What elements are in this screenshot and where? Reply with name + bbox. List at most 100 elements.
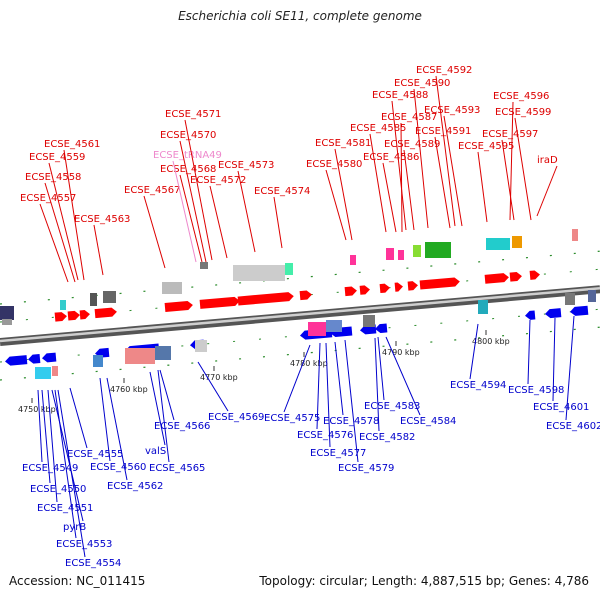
leader-line bbox=[197, 361, 229, 412]
gene-box bbox=[572, 229, 578, 241]
leader-line bbox=[334, 341, 344, 416]
gene-label: ECSE_4593 bbox=[424, 105, 480, 116]
kbp-label: 4770 kbp bbox=[200, 373, 238, 382]
gene-label: ECSE_tRNA49 bbox=[153, 150, 222, 161]
leader-line bbox=[237, 170, 256, 253]
gene-label: ECSE_4550 bbox=[30, 484, 86, 495]
leader-line bbox=[44, 182, 76, 283]
gene-label: ECSE_4551 bbox=[37, 503, 93, 514]
leader-line bbox=[413, 88, 429, 229]
gene-arrow bbox=[359, 285, 370, 295]
gene-label: ECSE_4590 bbox=[394, 78, 450, 89]
leader-line bbox=[565, 315, 575, 421]
leader-line bbox=[209, 185, 228, 259]
leader-line bbox=[149, 371, 166, 446]
gene-box bbox=[200, 262, 208, 269]
gene-arrow bbox=[419, 277, 460, 290]
leader-line bbox=[179, 174, 203, 263]
leader-line bbox=[93, 224, 104, 276]
gene-arrow bbox=[407, 281, 418, 291]
gene-box bbox=[35, 367, 51, 379]
leader-line bbox=[51, 389, 84, 522]
feature-layer bbox=[0, 229, 596, 379]
leader-line bbox=[316, 342, 321, 430]
gene-arrow bbox=[28, 354, 41, 364]
leader-line bbox=[273, 196, 283, 249]
leader-line bbox=[47, 389, 58, 503]
gene-label: ECSE_4572 bbox=[190, 175, 246, 186]
gene-box bbox=[0, 306, 14, 320]
gene-arrow bbox=[94, 307, 117, 319]
gene-box bbox=[512, 236, 522, 248]
kbp-label: 4760 kbp bbox=[110, 385, 148, 394]
leader-line bbox=[143, 195, 166, 269]
gene-arrow bbox=[570, 305, 589, 316]
gene-box bbox=[285, 263, 293, 275]
leader-line bbox=[344, 339, 359, 463]
gene-box bbox=[478, 300, 488, 314]
gene-label: ECSE_4555 bbox=[67, 449, 123, 460]
kbp-label: 4790 kbp bbox=[382, 348, 420, 357]
gene-label: ECSE_4561 bbox=[44, 139, 100, 150]
gene-box bbox=[398, 250, 404, 260]
gene-label: ECSE_4557 bbox=[20, 193, 76, 204]
gene-label: ECSE_4579 bbox=[338, 463, 394, 474]
gene-label: ECSE_4565 bbox=[149, 463, 205, 474]
leader-line bbox=[552, 317, 556, 402]
gene-label: ECSE_4580 bbox=[306, 159, 362, 170]
gene-label: valS bbox=[145, 446, 166, 457]
gene-box bbox=[2, 319, 12, 325]
gene-box bbox=[565, 293, 575, 305]
leader-line bbox=[69, 387, 88, 449]
accession-text: Accession: NC_011415 bbox=[9, 574, 146, 588]
gene-arrow bbox=[375, 323, 388, 334]
gene-label: iraD bbox=[537, 155, 558, 166]
gene-arrow bbox=[484, 273, 509, 284]
leader-line bbox=[403, 149, 415, 231]
genome-backbone-highlight bbox=[0, 286, 600, 343]
leader-line bbox=[435, 75, 456, 227]
gene-box bbox=[162, 282, 182, 294]
gene-label: ECSE_4589 bbox=[384, 139, 440, 150]
leader-line bbox=[63, 149, 85, 281]
leader-line bbox=[184, 119, 213, 261]
gene-label: ECSE_4553 bbox=[56, 539, 112, 550]
gene-label: ECSE_4562 bbox=[107, 481, 163, 492]
gene-label: ECSE_4560 bbox=[90, 462, 146, 473]
gene-label: ECSE_4597 bbox=[482, 129, 538, 140]
leader-line bbox=[469, 323, 479, 380]
gene-arrow bbox=[164, 300, 193, 312]
gene-arrow bbox=[394, 282, 403, 292]
leader-line bbox=[400, 122, 403, 233]
gene-arrow bbox=[545, 308, 562, 319]
gene-arrow bbox=[529, 270, 540, 280]
gene-box bbox=[386, 248, 394, 260]
gene-label: ECSE_4554 bbox=[65, 558, 121, 569]
leader-line bbox=[527, 319, 531, 385]
gene-label: ECSE_4584 bbox=[400, 416, 456, 427]
gene-arrow bbox=[379, 283, 390, 294]
leader-line bbox=[536, 165, 558, 217]
gene-box bbox=[308, 322, 326, 336]
gene-arrow bbox=[42, 352, 57, 363]
gene-box bbox=[90, 293, 97, 306]
leader-line bbox=[443, 115, 463, 227]
gene-label: ECSE_4569 bbox=[208, 412, 264, 423]
gene-label: ECSE_4563 bbox=[74, 214, 130, 225]
leader-line bbox=[172, 160, 197, 263]
gene-label: ECSE_4595 bbox=[458, 141, 514, 152]
gene-label: ECSE_4592 bbox=[416, 65, 472, 76]
gene-label: ECSE_4582 bbox=[359, 432, 415, 443]
gene-label: ECSE_4573 bbox=[218, 160, 274, 171]
gene-box bbox=[350, 255, 356, 265]
leader-line bbox=[374, 337, 380, 432]
gene-label: ECSE_4587 bbox=[381, 112, 437, 123]
leader-line bbox=[391, 100, 407, 231]
gene-arrow bbox=[79, 310, 90, 320]
gene-label: ECSE_4598 bbox=[508, 385, 564, 396]
gene-label: ECSE_4575 bbox=[264, 413, 320, 424]
gene-box bbox=[233, 265, 285, 281]
gene-box bbox=[93, 355, 103, 367]
leader-line bbox=[57, 389, 86, 558]
